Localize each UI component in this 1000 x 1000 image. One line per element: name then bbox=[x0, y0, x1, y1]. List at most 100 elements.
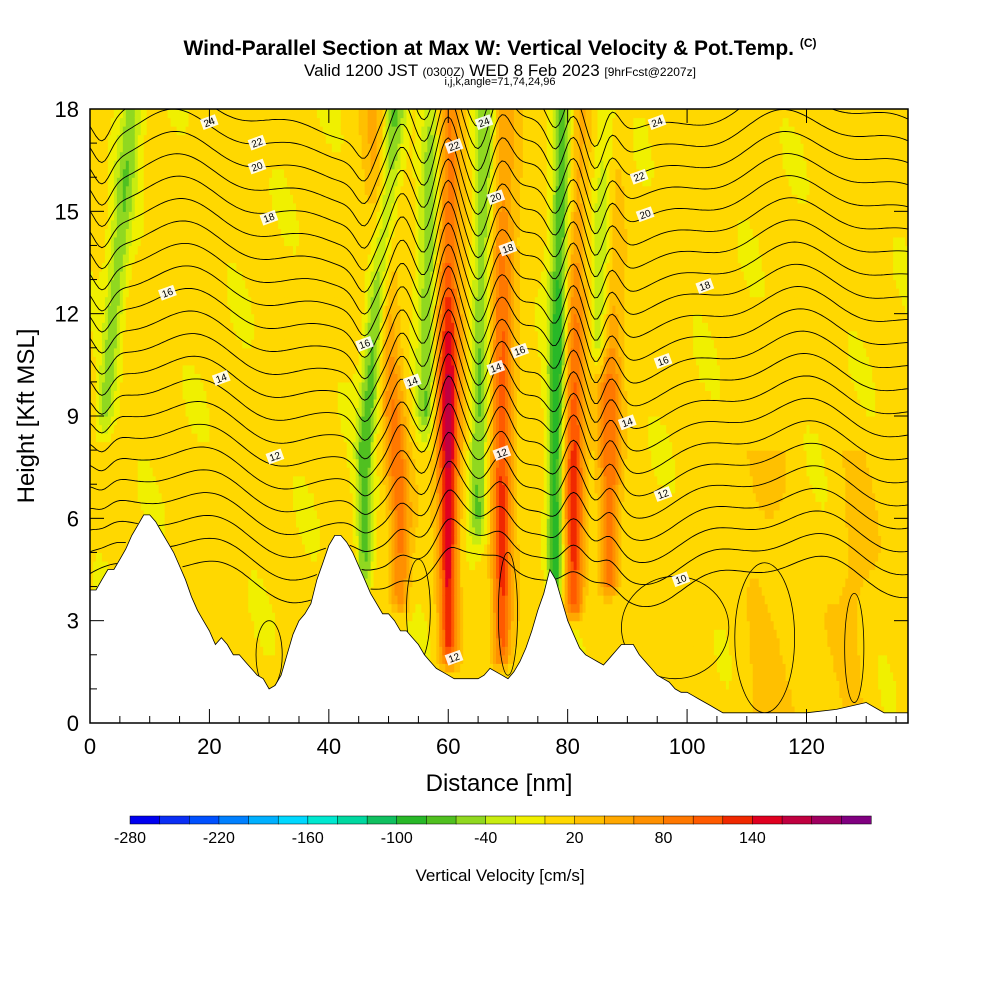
velocity-cell bbox=[227, 509, 231, 519]
velocity-cell bbox=[236, 620, 240, 630]
velocity-cell bbox=[185, 236, 190, 247]
velocity-cell bbox=[239, 143, 243, 153]
velocity-cell bbox=[212, 407, 216, 417]
velocity-cell bbox=[197, 543, 202, 554]
velocity-cell bbox=[155, 245, 160, 255]
velocity-cell bbox=[164, 177, 169, 187]
velocity-cell bbox=[173, 262, 178, 272]
velocity-cell bbox=[236, 160, 240, 170]
velocity-cell bbox=[251, 441, 255, 451]
velocity-cell bbox=[245, 236, 249, 247]
velocity-cell bbox=[95, 552, 100, 562]
velocity-cell bbox=[301, 194, 306, 204]
velocity-cell bbox=[209, 296, 214, 306]
velocity-cell bbox=[146, 143, 151, 153]
velocity-cell bbox=[224, 313, 228, 323]
velocity-cell bbox=[90, 381, 94, 392]
velocity-cell bbox=[287, 450, 291, 460]
velocity-cell bbox=[170, 390, 175, 400]
velocity-cell bbox=[218, 433, 222, 443]
velocity-cell bbox=[230, 151, 234, 161]
velocity-cell bbox=[116, 356, 121, 366]
velocity-cell bbox=[203, 595, 208, 605]
velocity-cell bbox=[293, 288, 297, 298]
velocity-cell bbox=[287, 433, 291, 443]
velocity-cell bbox=[304, 356, 309, 366]
velocity-cell bbox=[182, 109, 187, 119]
velocity-cell bbox=[284, 569, 288, 579]
velocity-cell bbox=[275, 612, 279, 622]
velocity-cell bbox=[218, 109, 222, 119]
velocity-cell bbox=[146, 109, 151, 119]
velocity-cell bbox=[131, 484, 136, 494]
velocity-cell bbox=[239, 518, 243, 528]
velocity-cell bbox=[233, 253, 237, 264]
velocity-cell bbox=[278, 586, 282, 596]
velocity-cell bbox=[203, 416, 208, 426]
velocity-cell bbox=[287, 569, 291, 579]
velocity-cell bbox=[170, 262, 175, 272]
velocity-cell bbox=[251, 305, 255, 315]
velocity-cell bbox=[137, 501, 142, 511]
velocity-cell bbox=[239, 373, 243, 383]
velocity-cell bbox=[254, 441, 258, 451]
velocity-cell bbox=[236, 629, 240, 639]
velocity-cell bbox=[200, 569, 205, 579]
velocity-cell bbox=[230, 126, 234, 136]
velocity-cell bbox=[200, 595, 205, 605]
velocity-cell bbox=[134, 288, 139, 298]
velocity-cell bbox=[263, 663, 267, 673]
velocity-cell bbox=[224, 194, 228, 204]
velocity-cell bbox=[284, 356, 288, 366]
chart-title: Wind-Parallel Section at Max W: Vertical… bbox=[0, 36, 1000, 61]
velocity-cell bbox=[221, 305, 225, 315]
velocity-cell bbox=[298, 578, 303, 588]
velocity-cell bbox=[245, 433, 249, 443]
velocity-cell bbox=[206, 228, 211, 238]
velocity-cell bbox=[113, 407, 118, 417]
velocity-cell bbox=[146, 364, 151, 374]
velocity-cell bbox=[137, 467, 142, 477]
velocity-cell bbox=[164, 424, 169, 434]
velocity-cell bbox=[107, 262, 112, 272]
velocity-cell bbox=[272, 586, 276, 596]
velocity-cell bbox=[179, 356, 184, 366]
velocity-cell bbox=[251, 117, 255, 127]
velocity-cell bbox=[143, 373, 148, 383]
velocity-cell bbox=[149, 390, 154, 400]
velocity-cell bbox=[295, 424, 300, 434]
velocity-cell bbox=[221, 620, 225, 630]
velocity-cell bbox=[194, 228, 199, 238]
velocity-cell bbox=[146, 211, 151, 221]
velocity-cell bbox=[215, 560, 219, 571]
velocity-cell bbox=[116, 245, 121, 255]
velocity-cell bbox=[290, 356, 294, 366]
velocity-cell bbox=[263, 629, 267, 639]
velocity-cell bbox=[146, 296, 151, 306]
velocity-cell bbox=[179, 245, 184, 255]
velocity-cell bbox=[90, 279, 94, 289]
velocity-cell bbox=[233, 526, 237, 536]
velocity-cell bbox=[158, 398, 163, 409]
velocity-cell bbox=[245, 279, 249, 289]
velocity-cell bbox=[116, 228, 121, 238]
velocity-cell bbox=[200, 475, 205, 485]
velocity-cell bbox=[275, 347, 279, 357]
velocity-cell bbox=[161, 313, 166, 323]
velocity-cell bbox=[284, 578, 288, 588]
velocity-cell bbox=[143, 484, 148, 494]
velocity-cell bbox=[251, 262, 255, 272]
velocity-cell bbox=[284, 347, 288, 357]
velocity-cell bbox=[301, 535, 306, 545]
velocity-cell bbox=[182, 433, 187, 443]
velocity-cell bbox=[200, 347, 205, 357]
velocity-cell bbox=[167, 322, 172, 332]
velocity-cell bbox=[176, 219, 181, 229]
velocity-cell bbox=[248, 398, 252, 409]
velocity-cell bbox=[101, 424, 106, 434]
velocity-cell bbox=[110, 236, 115, 247]
velocity-cell bbox=[215, 219, 219, 229]
velocity-cell bbox=[301, 117, 306, 127]
velocity-cell bbox=[275, 288, 279, 298]
velocity-cell bbox=[263, 134, 267, 144]
